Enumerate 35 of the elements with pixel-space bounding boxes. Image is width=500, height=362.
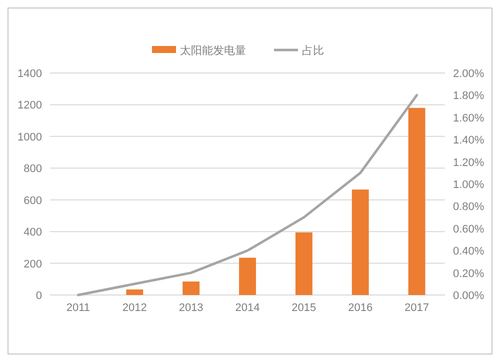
legend-label: 占比 [302, 44, 324, 57]
y-tick-label: 600 [24, 194, 42, 207]
bar [239, 258, 256, 295]
y-tick-label: 200 [24, 258, 42, 270]
y2-tick-label: 0.80% [453, 201, 484, 214]
y-tick-label: 1000 [18, 131, 42, 144]
x-tick-label: 2011 [66, 302, 90, 314]
x-tick-label: 2013 [178, 302, 204, 314]
y-tick-label: 0 [36, 290, 42, 302]
y-tick-label: 1400 [18, 68, 42, 80]
y2-tick-label: 1.60% [453, 112, 484, 124]
x-tick-label: 2012 [122, 302, 147, 314]
bar [182, 282, 200, 295]
y2-tick-label: 1.00% [453, 179, 484, 191]
bar [408, 108, 426, 295]
x-tick-label: 2014 [235, 302, 260, 314]
y-tick-label: 1200 [18, 100, 42, 112]
x-tick-label: 2016 [348, 302, 373, 314]
y2-tick-label: 1.20% [453, 156, 484, 169]
bar [352, 190, 369, 295]
x-tick-label: 2015 [292, 302, 316, 314]
bar [295, 232, 312, 295]
y2-tick-label: 2.00% [453, 68, 484, 80]
y2-tick-label: 1.80% [453, 90, 484, 102]
line-series [76, 94, 418, 296]
y-tick-label: 800 [24, 163, 42, 176]
bar [126, 289, 144, 295]
y2-tick-label: 0.60% [453, 223, 484, 236]
x-tick-label: 2017 [404, 302, 430, 314]
y2-tick-label: 1.40% [453, 134, 484, 147]
y2-tick-label: 0.20% [453, 268, 484, 280]
legend-label: 太阳能发电量 [180, 44, 246, 57]
y2-tick-label: 0.40% [453, 246, 484, 258]
y2-tick-label: 0.00% [453, 290, 484, 302]
y-tick-label: 400 [24, 226, 42, 239]
